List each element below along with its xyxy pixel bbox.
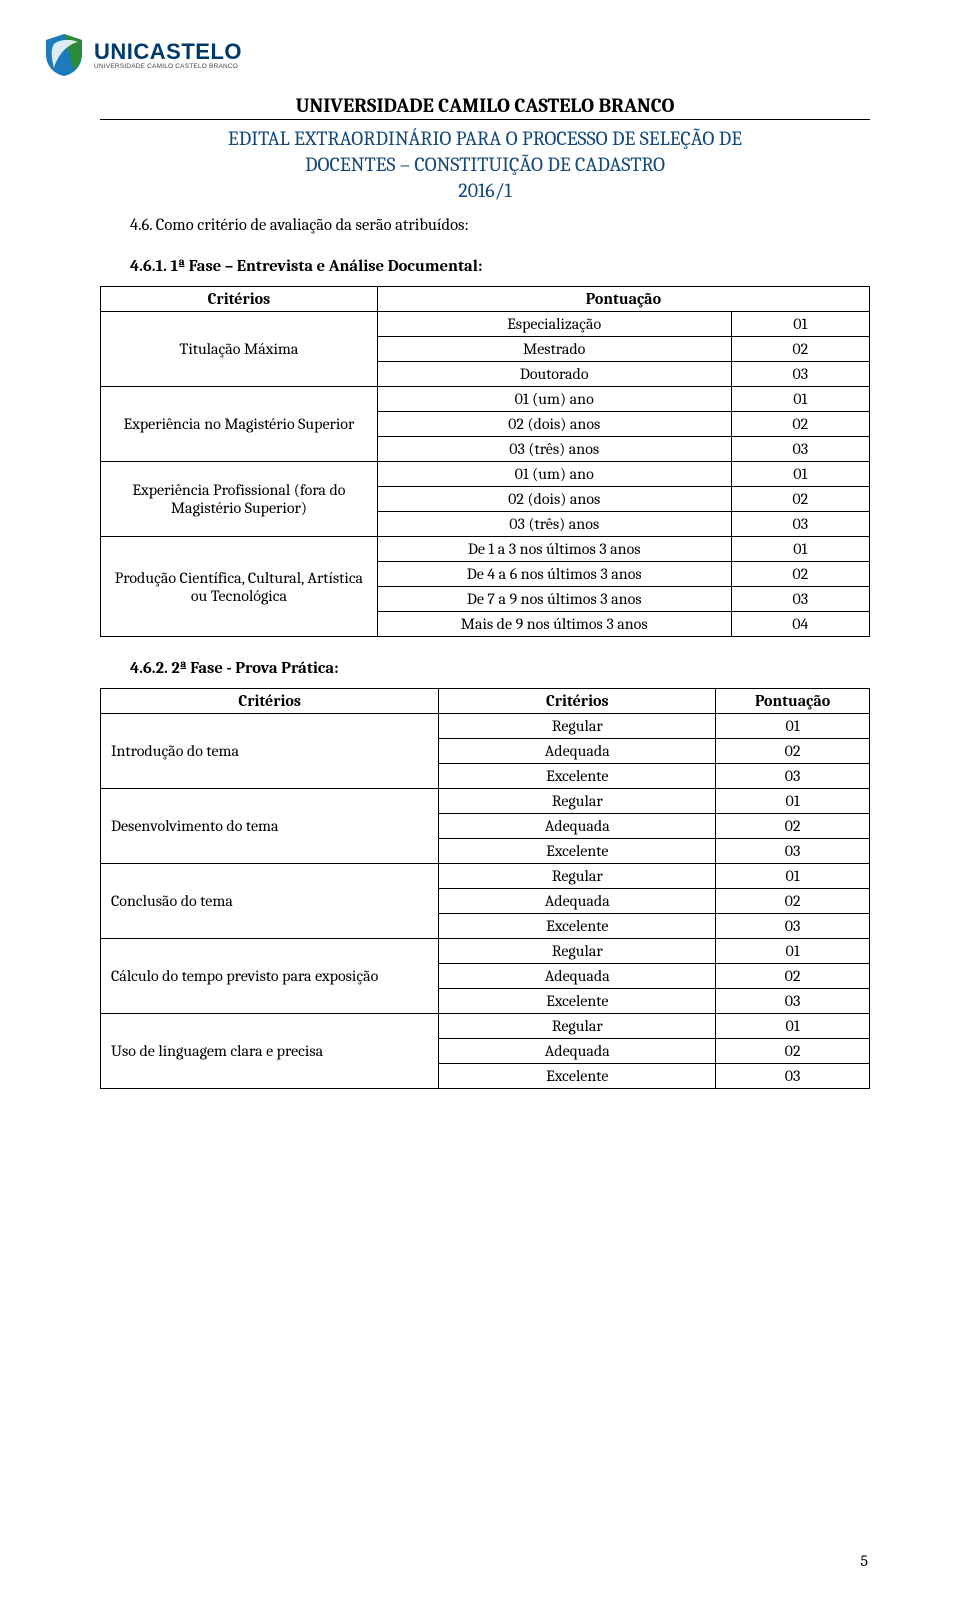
page-number: 5 — [860, 1552, 868, 1570]
criteria-score: 03 — [731, 512, 869, 537]
criteria-score: 01 — [731, 462, 869, 487]
criteria-value: Adequada — [439, 964, 716, 989]
col-criterios: Critérios — [101, 287, 378, 312]
criteria-value: Doutorado — [377, 362, 731, 387]
criteria-score: 01 — [731, 312, 869, 337]
criteria-score: 01 — [716, 1014, 870, 1039]
criteria-score: 03 — [731, 587, 869, 612]
criteria-value: Especialização — [377, 312, 731, 337]
criteria-value: De 4 a 6 nos últimos 3 anos — [377, 562, 731, 587]
criteria-table-phase2: Critérios Critérios Pontuação Introdução… — [100, 688, 870, 1089]
criteria-score: 03 — [716, 1064, 870, 1089]
criteria-value: Regular — [439, 864, 716, 889]
criteria-score: 02 — [731, 562, 869, 587]
criteria-value: 01 (um) ano — [377, 462, 731, 487]
table-row: Cálculo do tempo previsto para exposição… — [101, 939, 870, 964]
col-criterios-2: Critérios — [439, 689, 716, 714]
criteria-label: Introdução do tema — [101, 714, 439, 789]
criteria-value: Excelente — [439, 1064, 716, 1089]
criteria-label: Cálculo do tempo previsto para exposição — [101, 939, 439, 1014]
criteria-score: 03 — [731, 437, 869, 462]
criteria-value: 02 (dois) anos — [377, 412, 731, 437]
criteria-value: 03 (três) anos — [377, 512, 731, 537]
title-line-1: EDITAL EXTRAORDINÁRIO PARA O PROCESSO DE… — [100, 126, 870, 152]
criteria-value: Regular — [439, 1014, 716, 1039]
criteria-value: 02 (dois) anos — [377, 487, 731, 512]
table-row: Titulação Máxima Especialização 01 — [101, 312, 870, 337]
criteria-score: 02 — [716, 814, 870, 839]
criteria-label: Produção Científica, Cultural, Artística… — [101, 537, 378, 637]
brand-logo: UNICASTELO UNIVERSIDADE CAMILO CASTELO B… — [40, 30, 870, 78]
criteria-value: Excelente — [439, 764, 716, 789]
table-row: Experiência no Magistério Superior 01 (u… — [101, 387, 870, 412]
section-4-6-text: 4.6. Como critério de avaliação da serão… — [130, 216, 870, 235]
criteria-score: 03 — [716, 989, 870, 1014]
table-row: Experiência Profissional (fora do Magist… — [101, 462, 870, 487]
criteria-label: Titulação Máxima — [101, 312, 378, 387]
criteria-score: 01 — [716, 939, 870, 964]
criteria-value: Excelente — [439, 989, 716, 1014]
criteria-value: Adequada — [439, 1039, 716, 1064]
criteria-table-phase1: Critérios Pontuação Titulação Máxima Esp… — [100, 286, 870, 637]
section-4-6-1-heading: 4.6.1. 1ª Fase – Entrevista e Análise Do… — [130, 257, 870, 276]
criteria-score: 02 — [731, 412, 869, 437]
criteria-score: 01 — [716, 789, 870, 814]
criteria-value: Adequada — [439, 739, 716, 764]
criteria-score: 02 — [731, 487, 869, 512]
criteria-score: 04 — [731, 612, 869, 637]
criteria-value: Excelente — [439, 914, 716, 939]
criteria-score: 01 — [716, 864, 870, 889]
criteria-score: 02 — [716, 964, 870, 989]
criteria-score: 02 — [716, 1039, 870, 1064]
table-row: Desenvolvimento do tema Regular 01 — [101, 789, 870, 814]
brand-sub: UNIVERSIDADE CAMILO CASTELO BRANCO — [94, 63, 242, 70]
criteria-score: 03 — [731, 362, 869, 387]
title-line-2: DOCENTES – CONSTITUIÇÃO DE CADASTRO — [100, 152, 870, 178]
criteria-value: De 7 a 9 nos últimos 3 anos — [377, 587, 731, 612]
criteria-value: Adequada — [439, 814, 716, 839]
brand-name: UNICASTELO — [94, 39, 242, 65]
table-row: Conclusão do tema Regular 01 — [101, 864, 870, 889]
col-pontuacao: Pontuação — [716, 689, 870, 714]
criteria-label: Uso de linguagem clara e precisa — [101, 1014, 439, 1089]
header-divider — [100, 119, 870, 120]
feather-shield-icon — [40, 30, 88, 78]
criteria-label: Conclusão do tema — [101, 864, 439, 939]
table-header-row: Critérios Pontuação — [101, 287, 870, 312]
criteria-label: Experiência no Magistério Superior — [101, 387, 378, 462]
university-name: UNIVERSIDADE CAMILO CASTELO BRANCO — [100, 94, 870, 117]
document-title: EDITAL EXTRAORDINÁRIO PARA O PROCESSO DE… — [100, 126, 870, 204]
criteria-score: 03 — [716, 914, 870, 939]
criteria-label: Desenvolvimento do tema — [101, 789, 439, 864]
section-4-6-2-heading: 4.6.2. 2ª Fase - Prova Prática: — [130, 659, 870, 678]
criteria-value: Regular — [439, 714, 716, 739]
criteria-score: 01 — [731, 387, 869, 412]
criteria-value: 03 (três) anos — [377, 437, 731, 462]
criteria-score: 02 — [731, 337, 869, 362]
criteria-value: Mestrado — [377, 337, 731, 362]
col-criterios-1: Critérios — [101, 689, 439, 714]
criteria-score: 02 — [716, 739, 870, 764]
table-header-row: Critérios Critérios Pontuação — [101, 689, 870, 714]
criteria-score: 03 — [716, 764, 870, 789]
criteria-value: Regular — [439, 789, 716, 814]
col-pontuacao: Pontuação — [377, 287, 869, 312]
table-row: Produção Científica, Cultural, Artística… — [101, 537, 870, 562]
criteria-score: 01 — [731, 537, 869, 562]
criteria-value: De 1 a 3 nos últimos 3 anos — [377, 537, 731, 562]
table-row: Introdução do tema Regular 01 — [101, 714, 870, 739]
criteria-value: Adequada — [439, 889, 716, 914]
criteria-score: 02 — [716, 889, 870, 914]
criteria-value: Regular — [439, 939, 716, 964]
criteria-value: 01 (um) ano — [377, 387, 731, 412]
criteria-score: 01 — [716, 714, 870, 739]
table-row: Uso de linguagem clara e precisa Regular… — [101, 1014, 870, 1039]
title-line-3: 2016/1 — [100, 178, 870, 204]
criteria-label: Experiência Profissional (fora do Magist… — [101, 462, 378, 537]
criteria-score: 03 — [716, 839, 870, 864]
criteria-value: Excelente — [439, 839, 716, 864]
criteria-value: Mais de 9 nos últimos 3 anos — [377, 612, 731, 637]
